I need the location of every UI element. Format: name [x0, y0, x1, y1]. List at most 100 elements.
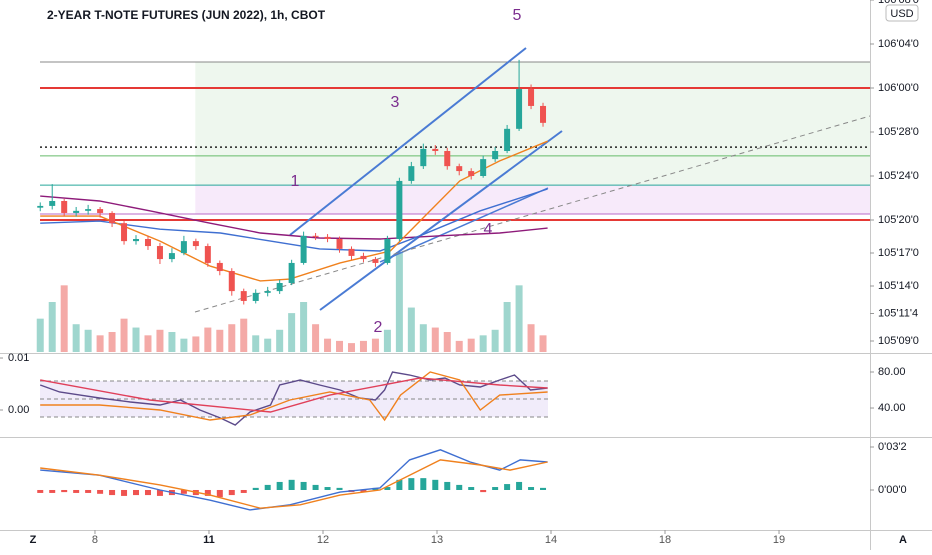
candle-body — [228, 271, 235, 292]
histogram-bar — [384, 487, 391, 490]
histogram-bar — [109, 489, 116, 496]
y-tick-label: 106'00'0 — [878, 82, 919, 94]
candle-body — [180, 241, 187, 254]
volume-bar — [60, 285, 68, 352]
histogram-bar — [61, 489, 68, 493]
indicator-line — [40, 195, 548, 240]
histogram-bar — [37, 489, 44, 493]
histogram-bar — [300, 481, 307, 490]
auto-button[interactable]: A — [899, 534, 907, 546]
volume-bar — [156, 329, 164, 352]
volume-bar — [407, 307, 415, 352]
volume-bar — [515, 285, 523, 352]
candle-body — [276, 283, 283, 292]
histogram-bar — [85, 489, 92, 493]
histogram-bar — [144, 489, 151, 496]
candle-body — [516, 89, 523, 129]
candle-body — [360, 255, 367, 260]
trend-line — [379, 187, 549, 263]
indicator-line — [40, 449, 548, 511]
dashed-trend — [194, 115, 871, 313]
candle-body — [216, 262, 223, 272]
candle-body — [420, 148, 427, 167]
volume-bar — [168, 332, 176, 352]
zone — [195, 61, 870, 186]
candle-body — [444, 151, 451, 167]
histogram-bar — [420, 478, 427, 490]
volume-bar — [395, 252, 403, 352]
candle-body — [49, 200, 56, 206]
candle-body — [492, 151, 499, 160]
x-tick-label: 18 — [659, 534, 671, 546]
histogram-bar — [216, 489, 223, 498]
volume-bar — [72, 324, 80, 352]
y-tick-label: 80.00 — [878, 366, 906, 378]
x-tick-label: 19 — [773, 534, 785, 546]
candle-body — [109, 212, 116, 224]
currency-box[interactable] — [885, 4, 919, 22]
histogram-bar — [528, 487, 535, 490]
zoom-button[interactable]: Z — [30, 534, 37, 546]
histogram-bar — [133, 489, 140, 496]
volume-bar — [216, 329, 224, 352]
volume-bar — [264, 338, 272, 352]
candle-body — [61, 200, 68, 213]
candle-body — [480, 159, 487, 176]
candle-body — [85, 209, 92, 211]
candle-body — [156, 246, 163, 260]
volume-bar — [144, 335, 152, 352]
volume-bar — [228, 324, 236, 352]
indicator-line — [40, 459, 548, 509]
volume-bar — [324, 338, 332, 352]
volume-bar — [300, 302, 308, 352]
y-tick-label: 105'14'0 — [878, 280, 919, 292]
currency[interactable]: USD — [890, 8, 913, 20]
channel-upper — [289, 47, 527, 236]
wave-label: 2 — [374, 319, 383, 336]
volume-bar — [84, 329, 92, 352]
histogram-bar — [121, 489, 128, 496]
candle-body — [528, 89, 535, 106]
indicator-line — [40, 188, 548, 252]
candle-body — [37, 205, 44, 208]
volume-bar — [371, 338, 379, 352]
volume-bar — [359, 340, 367, 352]
volume-bar — [48, 302, 56, 352]
histogram-bar — [396, 479, 403, 490]
volume-bar — [132, 327, 140, 352]
volume-bar — [240, 318, 248, 352]
histogram-bar — [504, 484, 511, 490]
candle-body — [97, 209, 104, 213]
histogram-bar — [276, 481, 283, 490]
volume-bar — [479, 335, 487, 352]
indicator-line — [40, 371, 548, 422]
volume-bar — [204, 327, 212, 352]
volume-bar — [491, 329, 499, 352]
wave-label: 5 — [513, 7, 522, 24]
indicator-line — [40, 377, 548, 413]
histogram-bar — [264, 484, 271, 490]
volume-bar — [312, 324, 320, 352]
candle-body — [240, 291, 247, 301]
y-tick-label: 0'00'0 — [878, 484, 907, 496]
chart-title: 2-YEAR T-NOTE FUTURES (JUN 2022), 1h, CB… — [47, 8, 326, 22]
histogram-bar — [456, 484, 463, 490]
candle-body — [372, 259, 379, 263]
histogram-bar — [480, 489, 487, 493]
volume-bar — [108, 332, 116, 352]
histogram-bar — [252, 487, 259, 490]
candle-body — [312, 235, 319, 237]
histogram-bar — [432, 479, 439, 490]
volume-bar — [180, 338, 188, 352]
y-tick-label: 105'11'4 — [878, 307, 918, 319]
volume-bar — [455, 340, 463, 352]
volume-bar — [383, 329, 391, 352]
x-tick-label: 12 — [317, 534, 329, 546]
histogram-bar — [180, 489, 187, 494]
candle-body — [408, 166, 415, 181]
histogram-bar — [540, 487, 547, 490]
candle-body — [133, 239, 140, 242]
candle-body — [192, 241, 199, 247]
histogram-bar — [204, 489, 211, 496]
